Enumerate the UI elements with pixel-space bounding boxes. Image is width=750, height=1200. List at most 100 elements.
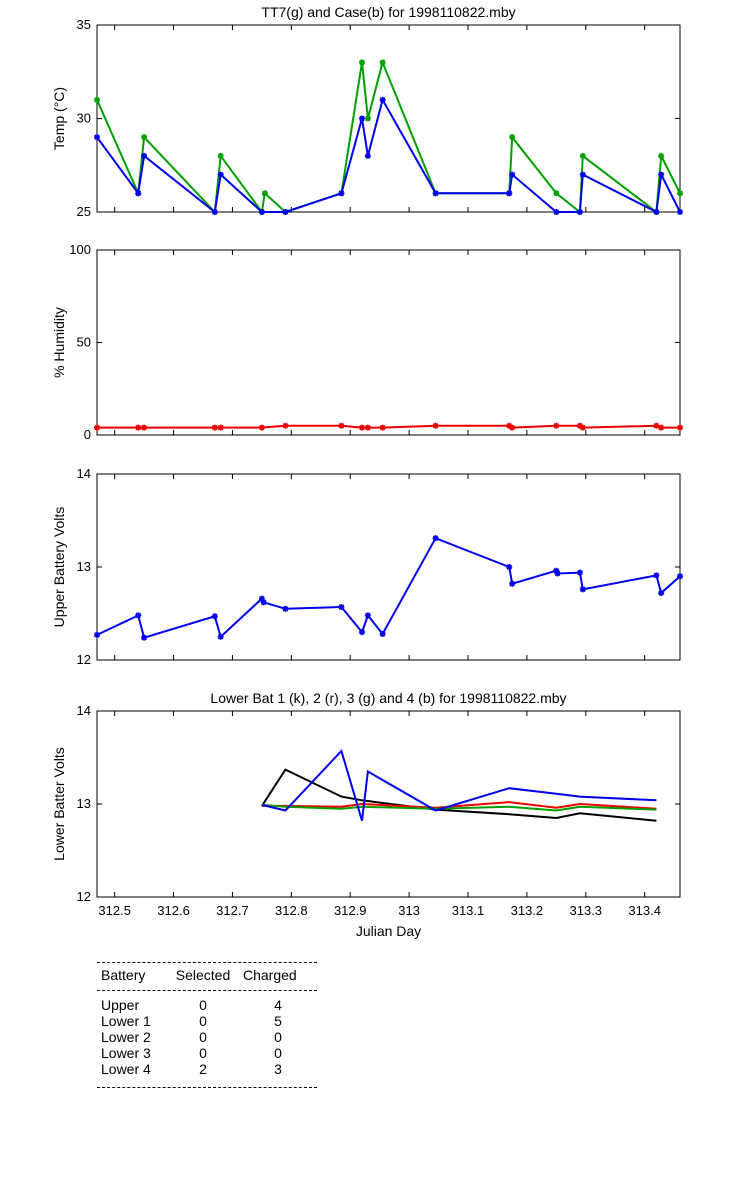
series-line-lower-4	[261, 749, 657, 821]
data-point	[379, 96, 386, 103]
battery-summary-table: Battery Selected Charged Upper 0 4 Lower…	[97, 962, 317, 1088]
data-point	[653, 209, 660, 215]
data-point	[658, 424, 665, 431]
y-axis-label: Temp (°C)	[51, 87, 67, 150]
cell-battery: Lower 3	[101, 1045, 151, 1061]
data-point	[258, 209, 265, 215]
data-point	[379, 59, 386, 66]
data-point	[364, 152, 371, 159]
data-point	[258, 424, 265, 431]
plot-frame	[96, 249, 681, 436]
data-point	[211, 209, 218, 215]
data-point	[217, 152, 224, 159]
data-point	[554, 570, 561, 577]
x-tick-label: 312.8	[275, 903, 308, 918]
data-point	[135, 190, 142, 197]
data-point	[364, 612, 371, 619]
x-tick-label: 312.7	[216, 903, 249, 918]
x-tick-label: 313.1	[452, 903, 485, 918]
y-tick-label: 12	[77, 889, 91, 904]
y-tick-label: 13	[77, 796, 91, 811]
data-point	[211, 613, 218, 620]
x-tick-label: 313.4	[628, 903, 661, 918]
y-tick-label: 0	[84, 427, 91, 442]
table-header-row: Battery Selected Charged	[97, 963, 317, 990]
series-line-upper	[96, 536, 681, 639]
data-point	[506, 564, 513, 570]
data-point	[282, 605, 289, 612]
series-line-humidity	[97, 424, 680, 429]
cell-selected: 2	[199, 1061, 207, 1077]
data-point	[677, 209, 683, 215]
data-point	[432, 190, 439, 197]
x-tick-label: 313.2	[511, 903, 544, 918]
data-point	[653, 572, 660, 579]
data-point	[677, 424, 683, 431]
data-point	[141, 152, 148, 159]
cell-selected: 0	[199, 1029, 207, 1045]
data-point	[576, 422, 583, 429]
charts-canvas: 25 30 35 TT7(g) and Case(b) for 1998110822.…	[51, 4, 683, 939]
header-battery: Battery	[101, 967, 146, 983]
data-point	[553, 422, 560, 429]
data-point	[141, 424, 148, 431]
data-point	[258, 595, 265, 602]
series-line-lower-3	[261, 803, 657, 812]
data-point	[282, 422, 289, 429]
data-point	[359, 59, 365, 66]
data-point	[94, 631, 100, 638]
y-tick-label: 50	[77, 335, 91, 350]
data-point	[509, 171, 516, 178]
plot-frame	[96, 473, 681, 661]
table-row: Lower 2 0 0	[97, 1029, 317, 1045]
y-tick-label: 14	[77, 703, 91, 718]
table-row: Lower 4 2 3	[97, 1061, 317, 1077]
table-row: Upper 0 4	[97, 997, 317, 1013]
chart-title: Lower Bat 1 (k), 2 (r), 3 (g) and 4 (b) …	[210, 690, 566, 706]
data-point	[658, 171, 665, 178]
data-point	[364, 115, 371, 122]
y-tick-label: 12	[77, 652, 91, 667]
x-tick-label: 312.6	[157, 903, 190, 918]
data-point	[432, 535, 439, 542]
table-row: Lower 3 0 0	[97, 1045, 317, 1061]
data-point	[576, 569, 583, 576]
header-charged: Charged	[243, 967, 297, 983]
data-point	[94, 424, 100, 431]
data-point	[653, 422, 660, 429]
y-tick-label: 35	[77, 17, 91, 32]
x-tick-label: 312.9	[334, 903, 367, 918]
cell-charged: 0	[274, 1045, 282, 1061]
series-line-tt7	[96, 59, 681, 215]
data-point	[338, 603, 345, 610]
data-point	[261, 190, 268, 197]
cell-battery: Lower 1	[101, 1013, 151, 1029]
table-rule-bottom	[97, 1087, 317, 1088]
chart-title: TT7(g) and Case(b) for 1998110822.mby	[261, 4, 515, 20]
cell-selected: 0	[199, 1013, 207, 1029]
series-line-lower-1	[261, 768, 657, 822]
data-point	[217, 633, 224, 640]
data-point	[553, 567, 560, 574]
data-point	[379, 424, 386, 431]
data-point	[576, 209, 583, 215]
data-point	[509, 580, 516, 587]
x-tick-label: 313.3	[570, 903, 603, 918]
y-tick-label: 14	[77, 466, 91, 481]
y-axis-label: % Humidity	[51, 307, 67, 378]
table-row: Lower 1 0 5	[97, 1013, 317, 1029]
cell-charged: 0	[274, 1029, 282, 1045]
y-axis-label: Upper Battery Volts	[51, 507, 67, 628]
data-point	[579, 424, 586, 431]
data-point	[579, 152, 586, 159]
series-line-case	[96, 97, 681, 214]
data-point	[282, 209, 289, 215]
table-rule-top	[97, 962, 317, 963]
data-point	[359, 115, 365, 122]
data-point	[553, 209, 560, 215]
data-point	[338, 422, 345, 429]
cell-battery: Lower 2	[101, 1029, 151, 1045]
data-point	[658, 152, 665, 159]
data-point	[94, 96, 100, 103]
data-point	[579, 171, 586, 178]
